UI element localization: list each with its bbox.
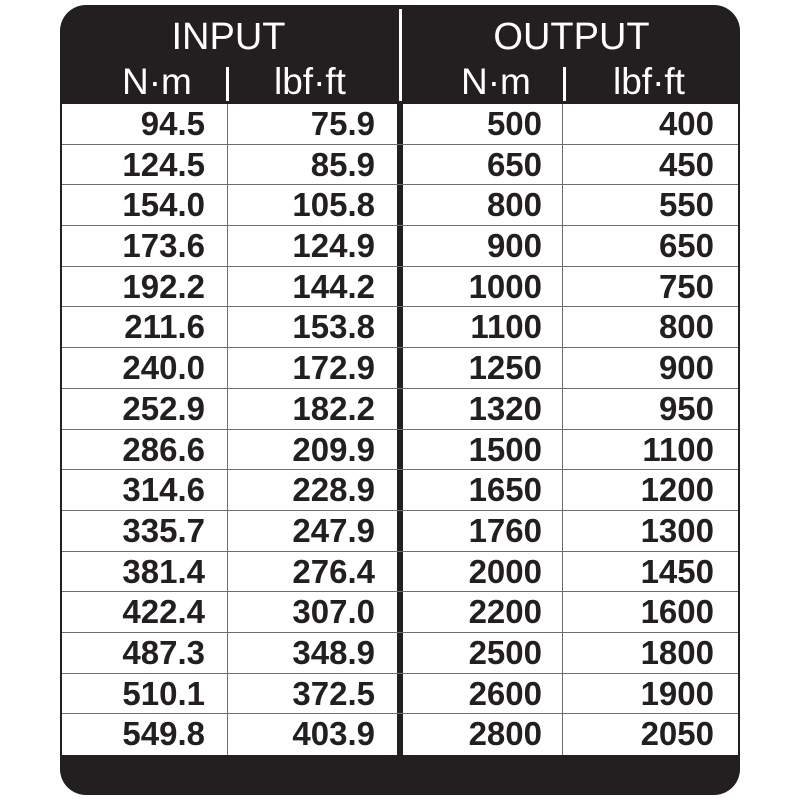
cell-output-nm: 2000 <box>403 551 563 592</box>
cell-input-nm: 314.6 <box>62 470 228 510</box>
input-header: INPUT N·m lbf·ft <box>60 5 397 104</box>
cell-output-lbfft: 1300 <box>563 510 738 551</box>
input-unit-lbf: lbf·ft <box>274 61 346 102</box>
output-title: OUTPUT <box>493 16 650 58</box>
cell-output-lbfft: 450 <box>563 144 738 185</box>
cell-output-nm: 1320 <box>403 388 563 429</box>
table-row: 381.4 276.4 2000 1450 <box>62 551 738 593</box>
cell-input-lbfft: 348.9 <box>228 632 397 673</box>
output-unit-lbf: lbf·ft <box>613 61 685 102</box>
table-row: 487.3 348.9 2500 1800 <box>62 632 738 674</box>
cell-output-lbfft: 550 <box>563 185 738 226</box>
cell-output-lbfft: 650 <box>563 226 738 266</box>
output-unit-nm: N·m <box>461 61 531 102</box>
table-row: 286.6 209.9 1500 1100 <box>62 429 738 471</box>
cell-input-nm: 124.5 <box>62 144 228 185</box>
cell-input-nm: 549.8 <box>62 714 228 755</box>
table-row: 335.7 247.9 1760 1300 <box>62 510 738 552</box>
cell-output-nm: 1650 <box>403 470 563 510</box>
output-header: OUTPUT N·m lbf·ft <box>403 5 740 104</box>
cell-output-nm: 1000 <box>403 266 563 307</box>
cell-input-nm: 154.0 <box>62 185 228 226</box>
table-row: 549.8 403.9 2800 2050 <box>62 714 738 755</box>
cell-output-lbfft: 400 <box>563 104 738 144</box>
cell-input-lbfft: 144.2 <box>228 266 397 307</box>
table-row: 94.5 75.9 500 400 <box>62 104 738 145</box>
input-title: INPUT <box>171 16 286 58</box>
cell-output-lbfft: 750 <box>563 266 738 307</box>
cell-input-lbfft: 247.9 <box>228 510 397 551</box>
cell-input-lbfft: 182.2 <box>228 388 397 429</box>
cell-input-nm: 211.6 <box>62 307 228 348</box>
cell-output-nm: 650 <box>403 144 563 185</box>
table-row: 314.6 228.9 1650 1200 <box>62 470 738 511</box>
cell-input-nm: 487.3 <box>62 632 228 673</box>
table-row: 510.1 372.5 2600 1900 <box>62 673 738 715</box>
cell-output-nm: 1760 <box>403 510 563 551</box>
cell-input-lbfft: 276.4 <box>228 551 397 592</box>
cell-input-nm: 422.4 <box>62 592 228 632</box>
cell-output-lbfft: 1800 <box>563 632 738 673</box>
cell-input-lbfft: 209.9 <box>228 429 397 470</box>
cell-output-lbfft: 950 <box>563 388 738 429</box>
cell-output-nm: 2500 <box>403 632 563 673</box>
table-row: 154.0 105.8 800 550 <box>62 185 738 227</box>
cell-output-nm: 800 <box>403 185 563 226</box>
unit-divider <box>563 67 566 101</box>
cell-input-lbfft: 105.8 <box>228 185 397 226</box>
cell-output-nm: 1250 <box>403 348 563 388</box>
table-row: 252.9 182.2 1320 950 <box>62 388 738 430</box>
table-row: 422.4 307.0 2200 1600 <box>62 592 738 633</box>
cell-output-lbfft: 800 <box>563 307 738 348</box>
cell-output-nm: 2200 <box>403 592 563 632</box>
cell-output-lbfft: 1200 <box>563 470 738 510</box>
cell-input-nm: 94.5 <box>62 104 228 144</box>
cell-input-lbfft: 228.9 <box>228 470 397 510</box>
cell-input-nm: 381.4 <box>62 551 228 592</box>
torque-conversion-table: INPUT N·m lbf·ft OUTPUT N·m lbf·ft 94.5 7… <box>60 5 740 795</box>
cell-input-nm: 192.2 <box>62 266 228 307</box>
cell-input-lbfft: 372.5 <box>228 673 397 714</box>
cell-input-nm: 335.7 <box>62 510 228 551</box>
cell-output-lbfft: 1100 <box>563 429 738 470</box>
cell-input-lbfft: 85.9 <box>228 144 397 185</box>
cell-output-lbfft: 900 <box>563 348 738 388</box>
cell-input-lbfft: 153.8 <box>228 307 397 348</box>
table-row: 211.6 153.8 1100 800 <box>62 307 738 349</box>
cell-input-nm: 173.6 <box>62 226 228 266</box>
input-unit-nm: N·m <box>122 61 192 102</box>
cell-input-lbfft: 403.9 <box>228 714 397 755</box>
cell-input-lbfft: 172.9 <box>228 348 397 388</box>
table-row: 173.6 124.9 900 650 <box>62 226 738 267</box>
cell-output-lbfft: 1900 <box>563 673 738 714</box>
table-row: 192.2 144.2 1000 750 <box>62 266 738 308</box>
cell-output-nm: 2800 <box>403 714 563 755</box>
cell-output-nm: 2600 <box>403 673 563 714</box>
cell-output-nm: 1500 <box>403 429 563 470</box>
cell-output-nm: 500 <box>403 104 563 144</box>
cell-output-lbfft: 1600 <box>563 592 738 632</box>
cell-output-nm: 900 <box>403 226 563 266</box>
section-divider <box>399 9 402 101</box>
unit-divider <box>226 67 229 101</box>
cell-input-nm: 240.0 <box>62 348 228 388</box>
table-row: 124.5 85.9 650 450 <box>62 144 738 186</box>
cell-input-nm: 510.1 <box>62 673 228 714</box>
cell-input-lbfft: 75.9 <box>228 104 397 144</box>
cell-output-lbfft: 2050 <box>563 714 738 755</box>
cell-input-lbfft: 124.9 <box>228 226 397 266</box>
cell-output-nm: 1100 <box>403 307 563 348</box>
cell-input-lbfft: 307.0 <box>228 592 397 632</box>
table-body: 94.5 75.9 500 400 124.5 85.9 650 450 154.0 105.8 8… <box>62 104 738 755</box>
cell-output-lbfft: 1450 <box>563 551 738 592</box>
cell-input-nm: 286.6 <box>62 429 228 470</box>
cell-input-nm: 252.9 <box>62 388 228 429</box>
table-row: 240.0 172.9 1250 900 <box>62 348 738 389</box>
